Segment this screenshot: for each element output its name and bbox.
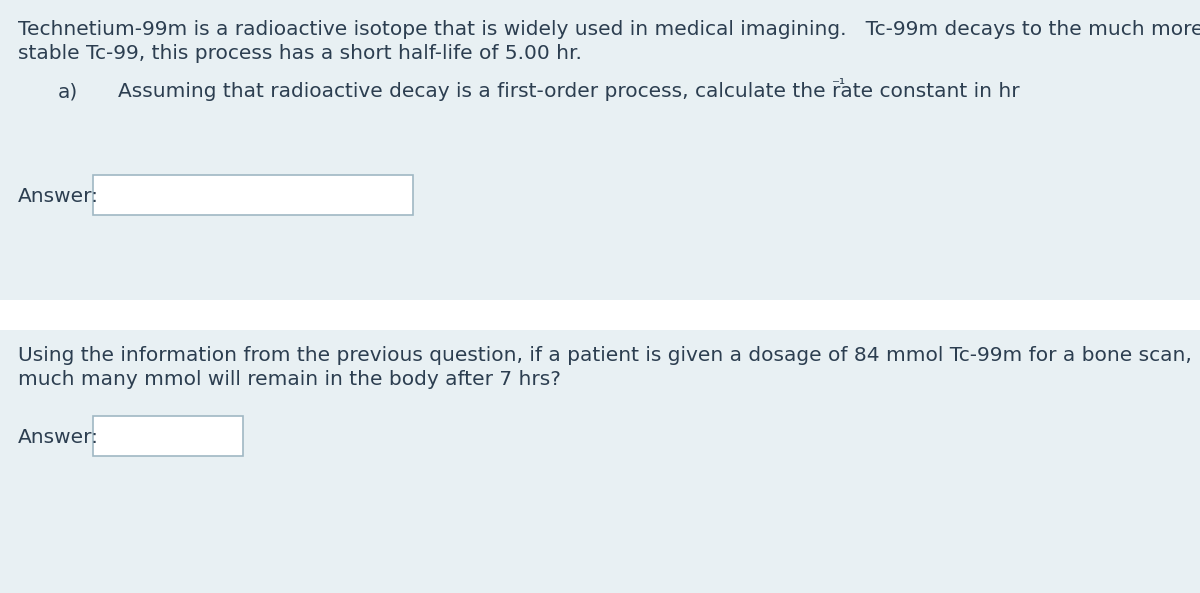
Text: much many mmol will remain in the body after 7 hrs?: much many mmol will remain in the body a… (18, 370, 560, 389)
Bar (94, 416, 242, 456)
Text: ⁻¹: ⁻¹ (833, 77, 846, 92)
Bar (0, 300, 1200, 330)
Text: Answer:: Answer: (18, 187, 98, 206)
Text: stable Tc-99, this process has a short half-life of 5.00 hr.: stable Tc-99, this process has a short h… (18, 44, 582, 63)
Text: Assuming that radioactive decay is a first-order process, calculate the rate con: Assuming that radioactive decay is a fir… (118, 82, 1020, 101)
Text: Using the information from the previous question, if a patient is given a dosage: Using the information from the previous … (18, 346, 1200, 365)
Text: Technetium-99m is a radioactive isotope that is widely used in medical imagining: Technetium-99m is a radioactive isotope … (18, 20, 1200, 39)
Bar (94, 175, 413, 215)
Text: a): a) (58, 82, 78, 101)
Text: Answer:: Answer: (18, 428, 98, 447)
